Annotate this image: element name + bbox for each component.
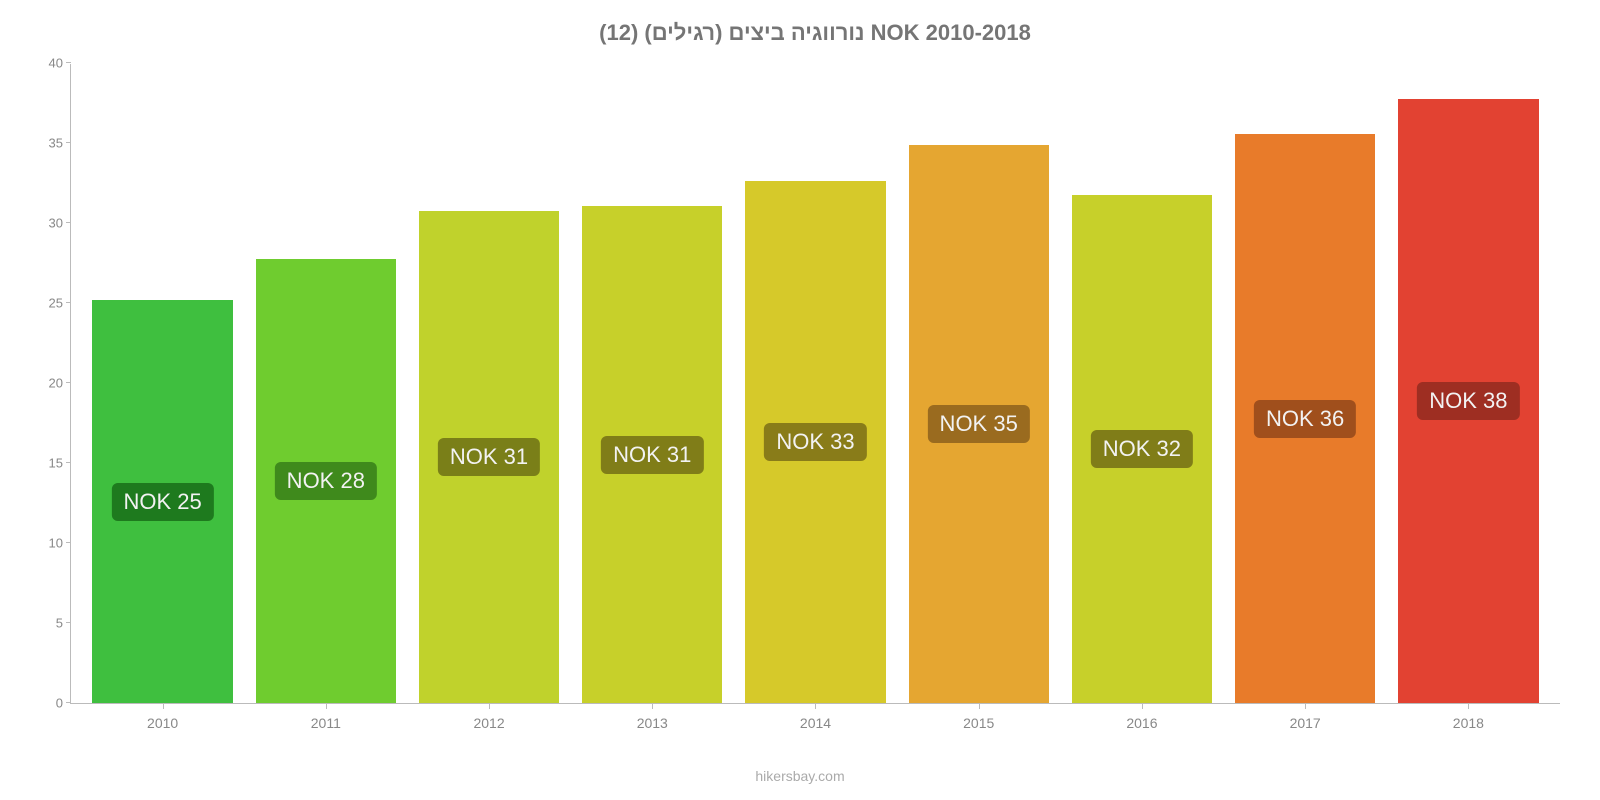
bar-slot: NOK 322016	[1060, 64, 1223, 703]
bars-container: NOK 252010NOK 282011NOK 312012NOK 312013…	[71, 64, 1560, 703]
x-tick-mark	[489, 703, 490, 709]
bar-value-label: NOK 33	[764, 423, 866, 461]
x-tick-mark	[1142, 703, 1143, 709]
bar: NOK 31	[582, 206, 722, 703]
x-tick-mark	[652, 703, 653, 709]
bar: NOK 38	[1398, 99, 1538, 703]
x-tick-label: 2010	[147, 715, 178, 731]
bar-slot: NOK 352015	[897, 64, 1060, 703]
y-tick-mark	[66, 382, 71, 383]
bar-slot: NOK 362017	[1224, 64, 1387, 703]
bar-value-label: NOK 31	[601, 436, 703, 474]
x-tick-label: 2013	[637, 715, 668, 731]
x-tick-label: 2014	[800, 715, 831, 731]
bar-value-label: NOK 32	[1091, 430, 1193, 468]
bar-value-label: NOK 31	[438, 438, 540, 476]
x-tick-label: 2016	[1126, 715, 1157, 731]
y-tick-mark	[66, 702, 71, 703]
bar-value-label: NOK 36	[1254, 400, 1356, 438]
x-tick-mark	[979, 703, 980, 709]
y-tick-label: 40	[25, 56, 63, 71]
chart-title: נורווגיה ביצים (רגילים) (12) NOK 2010-20…	[70, 20, 1560, 46]
y-tick-mark	[66, 462, 71, 463]
y-tick-mark	[66, 302, 71, 303]
bar: NOK 31	[419, 211, 559, 703]
x-tick-label: 2015	[963, 715, 994, 731]
bar-value-label: NOK 35	[928, 405, 1030, 443]
bar-value-label: NOK 25	[111, 483, 213, 521]
x-tick-mark	[815, 703, 816, 709]
bar-slot: NOK 382018	[1387, 64, 1550, 703]
bar-slot: NOK 282011	[244, 64, 407, 703]
y-tick-mark	[66, 542, 71, 543]
bar-slot: NOK 312013	[571, 64, 734, 703]
x-tick-mark	[163, 703, 164, 709]
y-tick-label: 0	[25, 696, 63, 711]
bar-value-label: NOK 38	[1417, 382, 1519, 420]
x-tick-label: 2017	[1290, 715, 1321, 731]
bar-slot: NOK 312012	[407, 64, 570, 703]
bar-chart: נורווגיה ביצים (רגילים) (12) NOK 2010-20…	[0, 0, 1600, 800]
x-tick-mark	[1305, 703, 1306, 709]
y-tick-mark	[66, 142, 71, 143]
y-tick-label: 25	[25, 296, 63, 311]
y-tick-mark	[66, 622, 71, 623]
y-tick-mark	[66, 222, 71, 223]
y-tick-mark	[66, 62, 71, 63]
y-tick-label: 10	[25, 536, 63, 551]
bar: NOK 28	[256, 259, 396, 703]
y-tick-label: 35	[25, 136, 63, 151]
x-tick-mark	[326, 703, 327, 709]
bar: NOK 35	[909, 145, 1049, 703]
y-tick-label: 5	[25, 616, 63, 631]
y-tick-label: 15	[25, 456, 63, 471]
bar: NOK 25	[92, 300, 232, 703]
y-tick-label: 20	[25, 376, 63, 391]
bar: NOK 33	[745, 181, 885, 703]
x-tick-label: 2011	[311, 715, 341, 731]
bar-slot: NOK 252010	[81, 64, 244, 703]
bar: NOK 36	[1235, 134, 1375, 703]
x-tick-label: 2012	[473, 715, 504, 731]
bar: NOK 32	[1072, 195, 1212, 703]
x-tick-mark	[1468, 703, 1469, 709]
bar-slot: NOK 332014	[734, 64, 897, 703]
bar-value-label: NOK 28	[275, 462, 377, 500]
plot-area: NOK 252010NOK 282011NOK 312012NOK 312013…	[70, 64, 1560, 704]
attribution: hikersbay.com	[0, 768, 1600, 784]
y-tick-label: 30	[25, 216, 63, 231]
x-tick-label: 2018	[1453, 715, 1484, 731]
